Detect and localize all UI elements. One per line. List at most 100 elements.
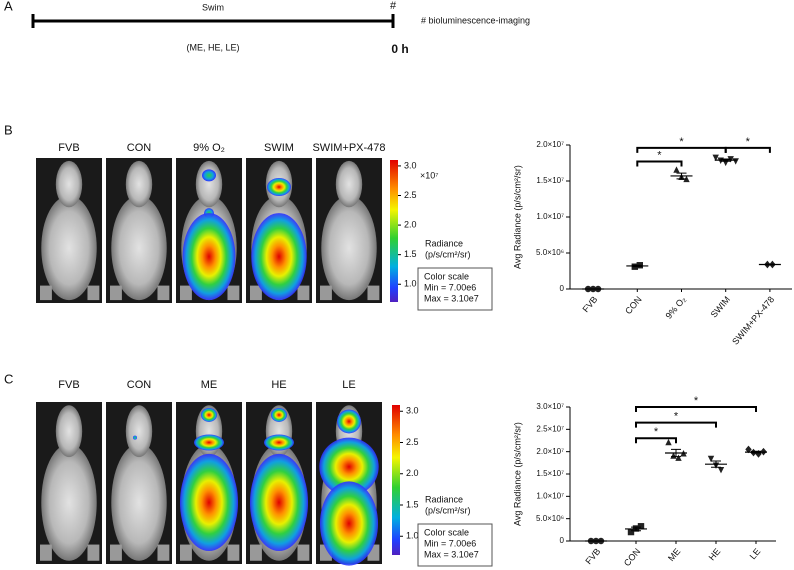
colorbar-unit: (p/s/cm²/sr): [425, 505, 471, 515]
significance-label: *: [694, 395, 699, 407]
timeline-label: Swim: [202, 2, 224, 12]
mouse-body: [111, 444, 167, 561]
y-axis-label: Avg Radiance (p/s/cm²/sr): [512, 422, 522, 526]
mouse-head: [335, 160, 363, 208]
mouse-image: [316, 402, 382, 566]
mouse-leg: [320, 544, 332, 561]
mouse-leg: [40, 285, 52, 301]
mouse-head: [55, 160, 83, 208]
timeline-mark: #: [390, 0, 397, 12]
mouse-body: [41, 444, 97, 561]
image-label: CON: [127, 379, 152, 391]
mouse-image: [36, 402, 102, 564]
data-point: [732, 158, 739, 165]
mouse-head: [125, 405, 153, 458]
color-scale-text: Max = 3.10e7: [424, 549, 479, 559]
colorbar-tick-label: 1.5: [406, 499, 419, 509]
colorbar-tick-label: 2.0: [404, 219, 417, 229]
data-point: [670, 452, 677, 459]
signal: [267, 178, 291, 196]
signal: [133, 435, 137, 440]
mouse-leg: [297, 544, 310, 561]
mouse-leg: [87, 544, 100, 561]
data-point: [665, 438, 672, 446]
x-tick-label: HE: [707, 546, 723, 562]
mouse-image: [176, 402, 242, 564]
x-tick-label: ME: [666, 546, 682, 563]
mouse-leg: [110, 544, 122, 561]
y-tick-label: 5.0×10⁶: [536, 248, 564, 257]
mouse-leg: [227, 544, 240, 561]
significance-label: *: [679, 136, 684, 148]
colorbar: [392, 405, 400, 555]
image-label: SWIM: [264, 142, 294, 154]
mouse-leg: [180, 544, 192, 561]
timeline-groups: (ME, HE, LE): [186, 42, 239, 52]
mouse-image: [176, 158, 242, 303]
color-scale-text: Min = 7.00e6: [424, 282, 476, 292]
signal: [179, 453, 239, 552]
colorbar-tick-label: 1.5: [404, 249, 417, 259]
colorbar-exponent: ×10⁷: [420, 170, 439, 180]
mouse-leg: [320, 285, 332, 301]
x-tick-label: SWIM: [709, 294, 732, 319]
y-tick-label: 2.0×10⁷: [536, 447, 564, 456]
y-tick-label: 2.0×10⁷: [536, 140, 564, 149]
colorbar-tick-label: 2.0: [406, 468, 419, 478]
mouse-leg: [367, 544, 380, 561]
timeline-end: 0 h: [391, 42, 408, 56]
error-bar: [711, 460, 721, 468]
data-point: [627, 528, 635, 536]
image-label: SWIM+PX-478: [312, 142, 385, 154]
colorbar-tick-label: 2.5: [406, 437, 419, 447]
mouse-leg: [157, 544, 170, 561]
x-tick-label: SWIM+PX-478: [730, 294, 776, 346]
image-label: 9% O₂: [193, 142, 225, 154]
significance-label: *: [654, 426, 659, 438]
mouse-head: [195, 160, 223, 208]
y-tick-label: 0: [560, 536, 565, 545]
significance-bracket: [724, 146, 771, 153]
mouse-head: [125, 160, 153, 208]
color-scale-text: Color scale: [424, 271, 469, 281]
error-bar: [671, 448, 681, 458]
mouse-body: [111, 195, 167, 301]
image-label: FVB: [58, 379, 79, 391]
error-bar: [764, 263, 775, 266]
signal: [264, 434, 294, 451]
colorbar-tick-label: 3.0: [404, 160, 417, 170]
signal: [319, 437, 379, 496]
signal: [201, 407, 217, 422]
colorbar-tick-label: 1.0: [406, 531, 419, 541]
x-tick-label: FVB: [581, 294, 600, 314]
mouse-body: [321, 195, 377, 301]
error-bar: [631, 526, 641, 532]
image-label: HE: [271, 379, 286, 391]
mouse-leg: [40, 544, 52, 561]
y-tick-label: 1.0×10⁷: [536, 491, 564, 500]
mouse-leg: [297, 285, 310, 301]
significance-label: *: [746, 136, 751, 148]
significance-label: *: [657, 149, 662, 161]
color-scale-box: [417, 267, 493, 311]
mouse-leg: [180, 285, 192, 301]
image-label: CON: [127, 142, 152, 154]
colorbar-tick-label: 2.5: [404, 190, 417, 200]
error-bar: [632, 264, 643, 268]
image-label: FVB: [58, 142, 79, 154]
signal: [319, 481, 379, 566]
signal: [194, 434, 224, 451]
error-bar: [751, 450, 761, 454]
mouse-leg: [250, 544, 262, 561]
error-bar: [676, 172, 687, 180]
significance-bracket: [636, 146, 727, 153]
y-tick-label: 1.0×10⁷: [536, 212, 564, 221]
mouse-image: [316, 158, 382, 303]
x-tick-label: FVB: [583, 546, 602, 566]
signal: [182, 213, 236, 301]
y-tick-label: 5.0×10⁶: [536, 514, 564, 523]
mouse-image: [36, 158, 102, 303]
colorbar-tick-label: 3.0: [406, 406, 419, 416]
signal: [249, 453, 309, 552]
